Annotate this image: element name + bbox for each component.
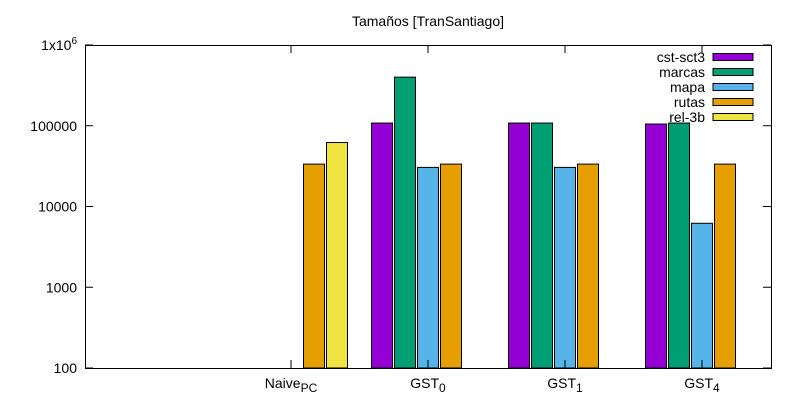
legend-label-rel-3b: rel-3b [669, 109, 705, 125]
legend-swatch-marcas [712, 68, 754, 76]
bar-cst-sct3-gst1 [508, 122, 530, 369]
bars-group [303, 76, 736, 369]
bar-rel-3b-naivepc [326, 142, 348, 369]
x-axis: NaivePC GST0 GST1 GST4 [265, 45, 720, 395]
legend-label-rutas: rutas [674, 94, 705, 110]
x-tick-label-subscript: 1 [576, 381, 583, 395]
y-tick-label: 100000 [30, 118, 77, 134]
x-tick-label: GST1 [547, 375, 583, 395]
bar-mapa-gst4 [691, 222, 713, 369]
y-tick-label: 10000 [38, 199, 77, 215]
x-tick-label: GST4 [684, 375, 720, 395]
chart-title: Tamaños [TranSantiago] [352, 13, 504, 29]
y-axis: 100 1000 10000 100000 1x106 [30, 36, 771, 376]
x-tick-label-subscript: PC [301, 381, 318, 395]
legend-swatch-cst-sct3 [712, 53, 754, 61]
x-tick-label-subscript: 0 [439, 381, 446, 395]
legend-label-mapa: mapa [670, 79, 705, 95]
legend-label-cst-sct3: cst-sct3 [657, 49, 705, 65]
bar-rutas-naivepc [303, 163, 325, 369]
bar-rutas-gst4 [714, 163, 736, 369]
bar-cst-sct3-gst4 [645, 123, 667, 369]
y-tick-label: 100 [54, 360, 78, 376]
x-tick-label: NaivePC [265, 375, 318, 395]
bar-mapa-gst1 [554, 166, 576, 369]
bar-cst-sct3-gst0 [371, 122, 393, 369]
bar-marcas-gst4 [668, 122, 690, 369]
x-tick-label-base: GST [684, 375, 713, 391]
legend-label-marcas: marcas [659, 64, 705, 80]
x-tick-label-base: GST [547, 375, 576, 391]
y-tick-label: 1x106 [41, 36, 77, 53]
bar-mapa-gst0 [417, 166, 439, 369]
bar-rutas-gst1 [577, 163, 599, 369]
bar-marcas-gst1 [531, 122, 553, 369]
x-tick-label-base: GST [410, 375, 439, 391]
x-tick-label-subscript: 4 [713, 381, 720, 395]
bar-marcas-gst0 [394, 76, 416, 369]
y-tick-label-exponent: 6 [71, 36, 77, 47]
bar-rutas-gst0 [440, 163, 462, 369]
x-tick-label: GST0 [410, 375, 446, 395]
y-tick-label: 1000 [46, 279, 77, 295]
x-tick-label-base: Naive [265, 375, 301, 391]
legend-swatch-rel-3b [712, 113, 754, 121]
legend-swatch-rutas [712, 98, 754, 106]
legend-swatch-mapa [712, 83, 754, 91]
